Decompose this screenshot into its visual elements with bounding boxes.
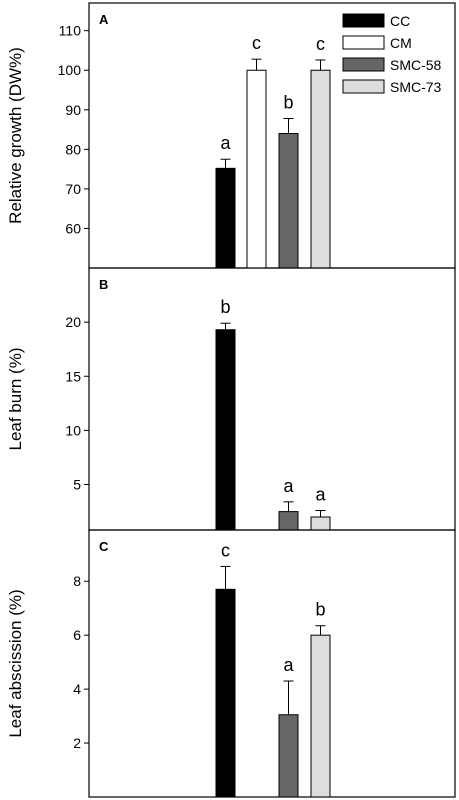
legend-label: CM xyxy=(390,35,412,51)
y-axis-label: Relative growth (DW%) xyxy=(6,47,25,224)
y-tick-label: 15 xyxy=(65,368,81,384)
bar-cc xyxy=(215,329,236,531)
panel-frame xyxy=(88,529,456,798)
panels: A 60 70 80 90 100 110 Relative growth (DW%) a c b c… xyxy=(6,2,456,798)
panel-frame xyxy=(88,267,456,531)
y-axis-label: Leaf burn (%) xyxy=(6,348,25,451)
bar-cc xyxy=(215,588,236,798)
significance-letter: b xyxy=(315,600,325,620)
y-tick-label: 90 xyxy=(65,102,81,118)
y-tick-label: 110 xyxy=(59,23,82,39)
y-tick-label: 4 xyxy=(73,681,81,697)
legend: CC CM SMC-58 SMC-73 xyxy=(342,13,442,95)
significance-letter: a xyxy=(220,133,231,153)
y-tick-label: 20 xyxy=(65,314,81,330)
legend-label: SMC-58 xyxy=(390,57,442,73)
bar-smc-73 xyxy=(310,516,331,531)
y-tick-label: 2 xyxy=(73,735,81,751)
bar-smc-73 xyxy=(310,634,331,798)
y-tick-label: 10 xyxy=(65,422,81,438)
panel-a: A 60 70 80 90 100 110 Relative growth (DW%) a c b c… xyxy=(6,2,456,269)
legend-swatch-smc-73 xyxy=(342,79,385,94)
y-tick-label: 5 xyxy=(73,477,81,493)
bar-cc xyxy=(215,167,236,269)
y-tick-label: 100 xyxy=(58,62,82,78)
significance-letter: c xyxy=(316,34,325,54)
panel-b: B 5 10 15 20 Leaf burn (%) b a a xyxy=(6,267,456,531)
significance-letter: a xyxy=(315,485,326,505)
y-tick-label: 60 xyxy=(65,220,81,236)
panel-label: C xyxy=(99,539,109,554)
bar-smc-58 xyxy=(278,714,299,798)
legend-label: SMC-73 xyxy=(390,79,442,95)
significance-letter: b xyxy=(220,297,230,317)
significance-letter: a xyxy=(283,476,294,496)
bar-smc-73 xyxy=(310,69,331,269)
legend-swatch-cm xyxy=(342,35,385,50)
panel-label: A xyxy=(99,12,109,27)
y-axis-label: Leaf abscission (%) xyxy=(6,589,25,737)
significance-letter: c xyxy=(221,540,230,560)
legend-swatch-smc-58 xyxy=(342,57,385,72)
y-tick-label: 6 xyxy=(73,627,81,643)
y-tick-label: 70 xyxy=(65,181,81,197)
y-tick-label: 8 xyxy=(73,573,81,589)
legend-swatch-cc xyxy=(342,13,385,28)
panel-label: B xyxy=(99,277,108,292)
bar-smc-58 xyxy=(278,133,299,269)
y-tick-label: 80 xyxy=(65,141,81,157)
panel-c: C 2 4 6 8 Leaf abscission (%) c a b xyxy=(6,529,456,798)
legend-label: CC xyxy=(390,13,410,29)
bar-smc-58 xyxy=(278,511,299,531)
significance-letter: b xyxy=(283,92,293,112)
significance-letter: a xyxy=(283,655,294,675)
significance-letter: c xyxy=(252,33,261,53)
bar-cm xyxy=(246,69,267,269)
